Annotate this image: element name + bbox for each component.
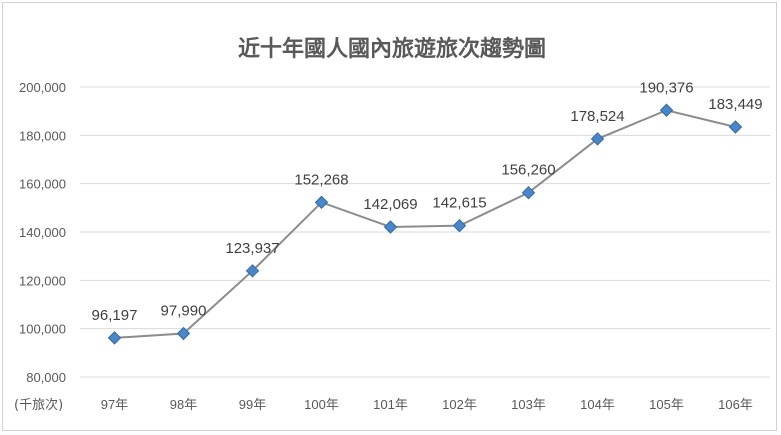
x-tick-label: 103年 <box>511 397 546 412</box>
data-label: 152,268 <box>294 171 348 188</box>
y-tick-label: 160,000 <box>19 177 66 192</box>
data-point-marker <box>590 132 605 146</box>
y-tick-label: 140,000 <box>19 225 66 240</box>
data-label: 96,197 <box>92 307 138 324</box>
chart-frame <box>2 2 777 431</box>
x-tick-label: 98年 <box>170 397 197 412</box>
x-tick-label: 97年 <box>101 397 128 412</box>
y-tick-label: 200,000 <box>19 80 66 95</box>
data-point-marker <box>107 331 122 345</box>
y-tick-label: 120,000 <box>19 273 66 288</box>
data-point-marker <box>314 195 329 210</box>
x-tick-label: 101年 <box>373 397 408 412</box>
y-tick-label: 180,000 <box>19 128 66 143</box>
data-point-marker <box>659 103 674 117</box>
data-labels: 96,197 97,990 123,937 152,268 142,069 142,615… <box>92 79 763 324</box>
data-point-marker <box>383 220 398 234</box>
x-tick-label: 100年 <box>304 397 339 412</box>
x-tick-label: 102年 <box>442 397 477 412</box>
data-label: 97,990 <box>161 303 207 320</box>
y-axis-unit-label: (千旅次) <box>14 397 63 413</box>
data-point-marker <box>728 120 743 134</box>
gridlines <box>80 86 770 378</box>
data-label: 156,260 <box>501 162 555 179</box>
y-axis-ticks: 80,000 100,000 120,000 140,000 160,000 180,00… <box>19 80 66 385</box>
data-label: 178,524 <box>570 108 624 125</box>
data-point-marker <box>452 218 467 233</box>
data-markers <box>107 103 743 345</box>
data-point-marker <box>521 185 536 200</box>
y-tick-label: 80,000 <box>26 370 66 385</box>
x-tick-label: 99年 <box>239 397 266 412</box>
data-label: 142,069 <box>363 196 417 213</box>
data-point-marker <box>176 326 191 341</box>
x-tick-label: 105年 <box>649 397 684 412</box>
series-line <box>114 109 736 339</box>
data-label: 183,449 <box>708 96 762 113</box>
chart-title: 近十年國人國內旅遊旅次趨勢圖 <box>238 36 546 62</box>
data-label: 142,615 <box>432 195 486 212</box>
x-axis-ticks: 97年 98年 99年 100年 101年 102年 103年 104年 105年 106年 <box>101 397 753 412</box>
data-label: 123,937 <box>225 240 279 257</box>
x-tick-label: 106年 <box>718 397 753 412</box>
data-label: 190,376 <box>639 79 693 96</box>
x-tick-label: 104年 <box>580 397 615 412</box>
y-tick-label: 100,000 <box>19 322 66 337</box>
data-point-marker <box>245 264 260 278</box>
